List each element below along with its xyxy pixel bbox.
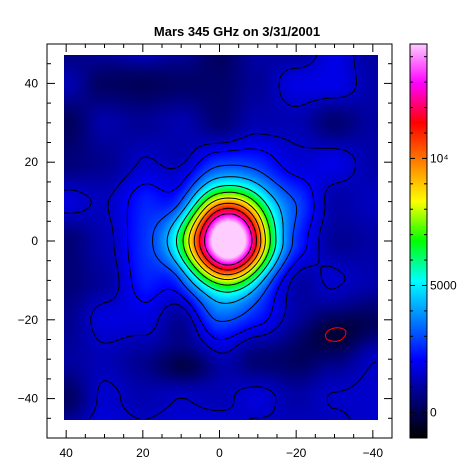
colorbar-frame xyxy=(409,43,428,439)
colorbar-tick-label: 5000 xyxy=(430,278,457,292)
y-axis: 40 20 0 −20 −40 xyxy=(18,63,392,419)
y-tick-label: 20 xyxy=(25,155,39,169)
contour-line xyxy=(204,213,253,266)
contour-line xyxy=(126,148,315,341)
x-tick-label: 0 xyxy=(216,446,223,460)
x-tick-label: −20 xyxy=(286,446,307,460)
colorbar xyxy=(410,44,427,438)
contour-line xyxy=(63,54,377,420)
y-tick-label: 0 xyxy=(31,234,38,248)
x-tick-label: 40 xyxy=(59,446,73,460)
contour-line xyxy=(182,191,271,286)
x-tick-label: −40 xyxy=(363,446,384,460)
colorbar-tick-label: 10⁴ xyxy=(430,151,449,165)
contour-line xyxy=(166,176,284,304)
contour-line xyxy=(152,164,298,322)
contour-line xyxy=(188,197,266,281)
contour-lines xyxy=(63,54,377,420)
contour-line xyxy=(193,202,262,276)
contour-line xyxy=(176,185,277,293)
colorbar-axis: 0 5000 10⁴ xyxy=(410,56,457,420)
colorbar-tick-label: 0 xyxy=(430,406,437,420)
y-tick-label: 40 xyxy=(25,76,39,90)
x-axis: 40 20 0 −20 −40 xyxy=(59,44,383,460)
x-tick-label: 20 xyxy=(136,446,150,460)
y-tick-label: −40 xyxy=(18,392,39,406)
contour-line xyxy=(198,207,257,271)
heatmap-image xyxy=(64,55,378,420)
contour-line xyxy=(324,327,347,342)
chart-title: Mars 345 GHz on 3/31/2001 xyxy=(154,24,320,39)
y-tick-label: −20 xyxy=(18,313,39,327)
